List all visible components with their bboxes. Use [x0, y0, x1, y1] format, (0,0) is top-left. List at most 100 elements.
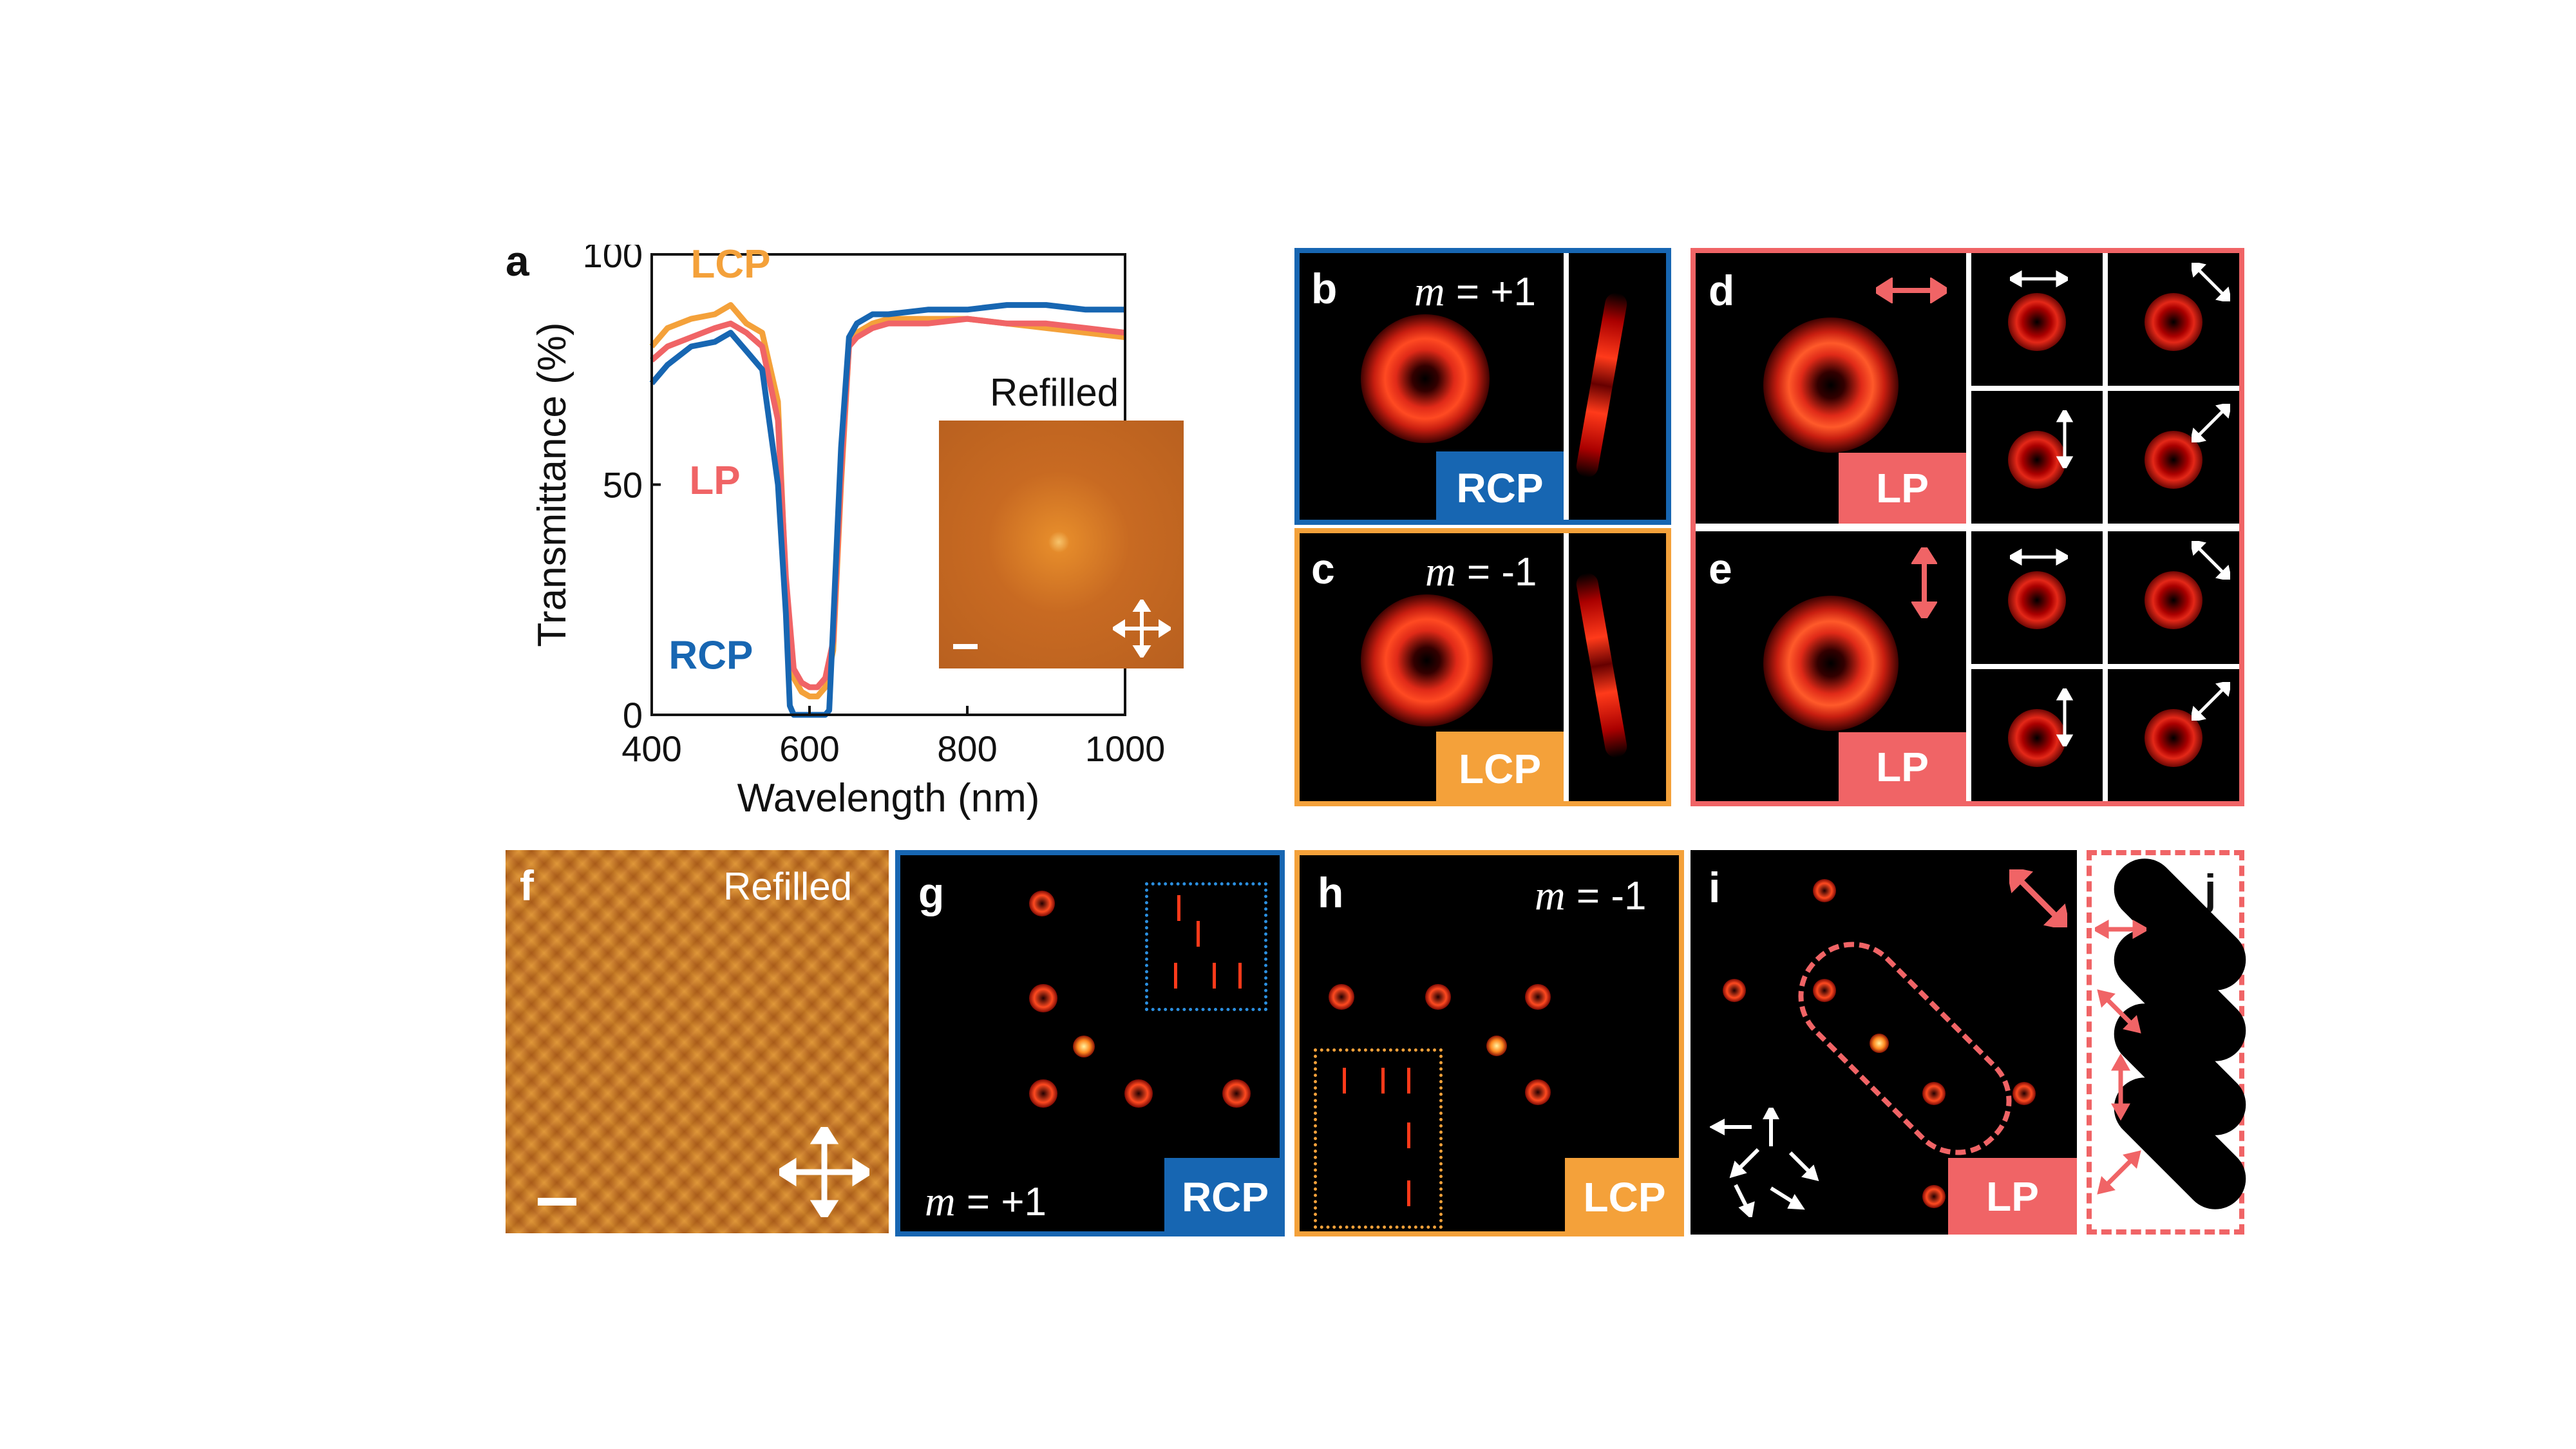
horizontal-analyzer-arrow-icon: [2010, 548, 2068, 566]
panel-letter-e: e: [1709, 545, 1732, 592]
diffraction-spot: [1723, 979, 1746, 1002]
diffraction-spot: [2012, 1082, 2036, 1105]
rcp-tag: RCP: [1164, 1158, 1280, 1231]
vertical-analyzer-arrow-icon: [2056, 688, 2074, 746]
inset-refilled-texture: [939, 421, 1184, 668]
fringe-inset: [1145, 882, 1267, 1011]
x-tick-label: 800: [937, 728, 997, 769]
analyzer-image: [1971, 669, 2103, 801]
lp-tag: LP: [1839, 732, 1966, 801]
vortex-beam-donut: [1361, 594, 1493, 726]
topological-charge-label: m = -1: [1425, 548, 1537, 595]
series-line-lp: [650, 316, 1126, 690]
polarizer-cross-icon: [779, 1127, 869, 1217]
series-label-rcp: RCP: [668, 634, 753, 678]
y-axis-label: Transmittance (%): [530, 322, 574, 647]
diffraction-spot: [1029, 891, 1055, 916]
panel-letter-d: d: [1709, 267, 1735, 314]
vertical-analyzer-arrow-icon: [2056, 410, 2074, 468]
panel-j: j: [2087, 846, 2259, 1235]
analyzer-image: [2108, 253, 2239, 386]
analyzer-image: [1971, 391, 2103, 524]
lcp-tag: LCP: [1436, 732, 1564, 801]
y-tick-label: 100: [583, 245, 643, 275]
polarization-arrows-icon: [2095, 920, 2146, 1195]
rcp-tag: RCP: [1436, 451, 1564, 520]
panel-e: e LP: [1696, 531, 1966, 801]
lcp-tag: LCP: [1565, 1158, 1679, 1231]
analyzer-image: [1971, 531, 2103, 664]
diffraction-spot: [1525, 984, 1551, 1010]
transmittance-chart: 400 600 800 1000 0 50 100 Wavelength (nm) Transm…: [530, 245, 1166, 820]
panel-letter-i: i: [1709, 864, 1721, 911]
panel-i: i LP: [1690, 850, 2077, 1235]
panel-d: d LP: [1696, 253, 1966, 524]
central-spot: [1073, 1036, 1095, 1057]
panel-f: f Refilled: [506, 850, 889, 1233]
x-tick-label: 600: [779, 728, 839, 769]
interference-fringe: [1575, 291, 1629, 479]
panel-letter-h: h: [1318, 869, 1344, 916]
series-label-lp: LP: [689, 459, 740, 503]
vertical-polarization-arrow-icon: [1911, 547, 1937, 618]
diffraction-spot: [1813, 979, 1836, 1002]
x-tick-label: 1000: [1085, 728, 1166, 769]
vortex-beam-donut: [1763, 596, 1899, 731]
diffraction-spot: [1922, 1082, 1946, 1105]
analyzer-image: [1971, 253, 2103, 386]
inset-scale-bar: [953, 644, 978, 649]
series-label-lcp: LCP: [691, 245, 771, 287]
refilled-label: Refilled: [723, 865, 853, 908]
diagonal-analyzer-arrow-icon: [2192, 541, 2230, 580]
panel-letter-a: a: [506, 237, 529, 285]
topological-charge-label: m = -1: [1535, 872, 1647, 919]
divider: [1564, 253, 1569, 520]
y-tick-label: 0: [623, 695, 643, 735]
panel-letter-j: j: [2204, 866, 2217, 913]
central-spot: [1486, 1036, 1507, 1056]
panel-g: g m = +1 RCP: [895, 850, 1285, 1236]
interference-fringe: [1575, 571, 1629, 759]
diffraction-spot: [1525, 1079, 1551, 1105]
panel-c: c m = -1 LCP: [1294, 528, 1671, 806]
diffraction-spot: [1124, 1079, 1153, 1108]
polarizer-cross-icon: [1113, 600, 1171, 658]
topological-charge-label: m = +1: [1414, 268, 1537, 315]
horizontal-analyzer-arrow-icon: [2010, 270, 2068, 288]
diagonal-polarization-arrow-icon: [2009, 869, 2067, 927]
diagonal-analyzer-arrow-icon: [2192, 263, 2230, 301]
divider: [1564, 533, 1569, 801]
diffraction-spot: [1813, 879, 1836, 902]
analyzer-image: [2108, 531, 2239, 664]
diffraction-spot: [1425, 984, 1451, 1010]
analyzer-image: [2108, 391, 2239, 524]
diffraction-spot: [1922, 1185, 1946, 1208]
panel-b: b m = +1 RCP: [1294, 248, 1671, 525]
antidiagonal-analyzer-arrow-icon: [2192, 682, 2230, 721]
y-tick-label: 50: [603, 465, 643, 506]
diffraction-spot: [1329, 984, 1354, 1010]
panel-h: h m = -1 LCP: [1294, 850, 1684, 1236]
panel-letter-f: f: [520, 862, 534, 909]
antidiagonal-analyzer-arrow-icon: [2192, 404, 2230, 442]
analyzer-image: [2108, 669, 2239, 801]
lp-tag: LP: [1839, 453, 1966, 524]
fringe-inset: [1314, 1048, 1443, 1229]
panels-d-e: d LP e LP: [1690, 248, 2244, 806]
analyzer-images-d: [1971, 253, 2239, 524]
topological-charge-label: m = +1: [925, 1178, 1047, 1225]
horizontal-polarization-arrow-icon: [1876, 278, 1947, 303]
diffraction-spot: [1222, 1079, 1251, 1108]
central-spot: [1870, 1034, 1889, 1053]
lp-tag: LP: [1948, 1158, 2077, 1235]
panel-letter-g: g: [918, 869, 945, 916]
diffraction-spot: [1029, 984, 1057, 1012]
vortex-beam-donut: [1361, 314, 1490, 443]
panel-letter-b: b: [1311, 265, 1338, 312]
vortex-beam-donut: [1763, 317, 1899, 453]
diffraction-spot: [1029, 1079, 1057, 1108]
inset-refilled-label: Refilled: [990, 371, 1119, 414]
x-tick-label: 400: [621, 728, 681, 769]
x-axis-label: Wavelength (nm): [737, 776, 1040, 820]
panel-letter-c: c: [1311, 545, 1335, 592]
